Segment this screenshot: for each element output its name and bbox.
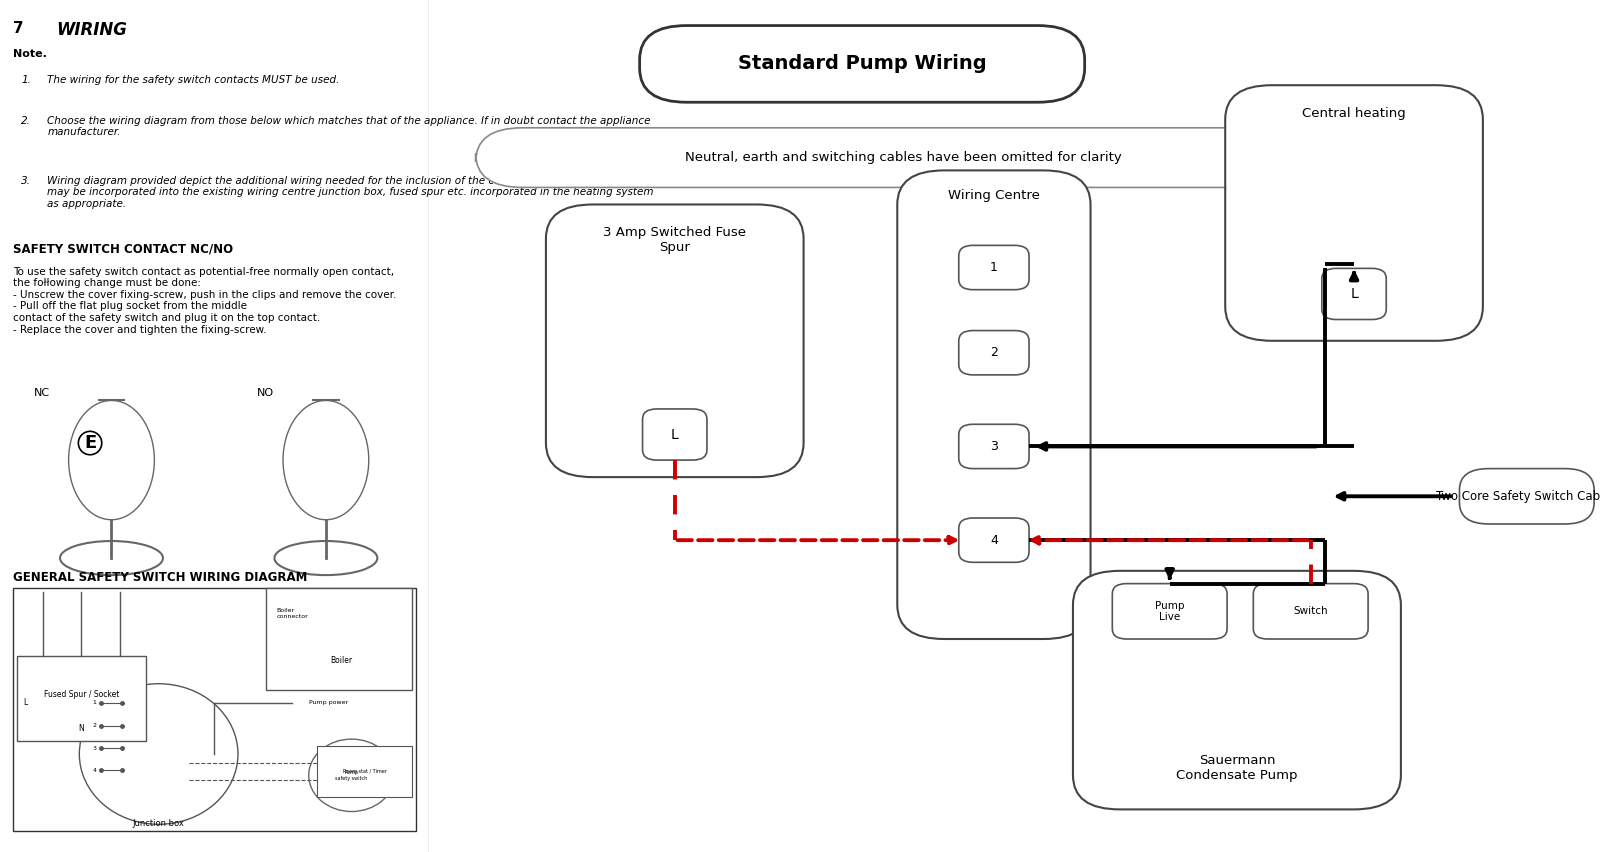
Text: Standard Pump Wiring: Standard Pump Wiring bbox=[738, 55, 987, 73]
Text: Fused Spur / Socket: Fused Spur / Socket bbox=[43, 690, 118, 699]
FancyBboxPatch shape bbox=[18, 656, 146, 741]
Text: Pump power: Pump power bbox=[309, 700, 347, 705]
Text: WIRING: WIRING bbox=[56, 21, 126, 39]
FancyBboxPatch shape bbox=[1074, 571, 1402, 809]
Text: 3: 3 bbox=[990, 440, 998, 453]
Text: Wiring diagram provided depict the additional wiring needed for the inclusion of: Wiring diagram provided depict the addit… bbox=[46, 176, 654, 209]
Text: 1: 1 bbox=[93, 700, 96, 705]
FancyBboxPatch shape bbox=[958, 424, 1029, 469]
Text: GENERAL SAFETY SWITCH WIRING DIAGRAM: GENERAL SAFETY SWITCH WIRING DIAGRAM bbox=[13, 571, 307, 584]
Text: Central heating: Central heating bbox=[1302, 106, 1406, 119]
Text: Wiring Centre: Wiring Centre bbox=[947, 189, 1040, 202]
Text: Two Core Safety Switch Cables: Two Core Safety Switch Cables bbox=[1437, 490, 1600, 503]
Text: N: N bbox=[78, 724, 85, 733]
Text: Pump
safety switch: Pump safety switch bbox=[336, 770, 368, 780]
FancyBboxPatch shape bbox=[640, 26, 1085, 102]
FancyBboxPatch shape bbox=[958, 518, 1029, 562]
Text: Pump
Live: Pump Live bbox=[1155, 601, 1184, 622]
FancyBboxPatch shape bbox=[643, 409, 707, 460]
Text: Note.: Note. bbox=[13, 49, 46, 60]
FancyBboxPatch shape bbox=[1459, 469, 1594, 524]
FancyBboxPatch shape bbox=[13, 588, 416, 831]
Text: To use the safety switch contact as potential-free normally open contact,
the fo: To use the safety switch contact as pote… bbox=[13, 267, 397, 335]
FancyBboxPatch shape bbox=[1322, 268, 1386, 320]
Text: 2.: 2. bbox=[21, 116, 32, 126]
FancyBboxPatch shape bbox=[958, 331, 1029, 375]
FancyBboxPatch shape bbox=[1226, 85, 1483, 341]
Text: 1.: 1. bbox=[21, 75, 32, 85]
Text: L: L bbox=[670, 428, 678, 441]
Text: 4: 4 bbox=[93, 768, 96, 773]
Text: NO: NO bbox=[258, 388, 275, 398]
Text: 1: 1 bbox=[990, 261, 998, 274]
Text: SAFETY SWITCH CONTACT NC/NO: SAFETY SWITCH CONTACT NC/NO bbox=[13, 243, 234, 256]
FancyBboxPatch shape bbox=[546, 204, 803, 477]
Text: Neutral, earth and switching cables have been omitted for clarity: Neutral, earth and switching cables have… bbox=[685, 151, 1122, 164]
FancyBboxPatch shape bbox=[958, 245, 1029, 290]
Text: Sauermann
Condensate Pump: Sauermann Condensate Pump bbox=[1176, 754, 1298, 782]
Text: Choose the wiring diagram from those below which matches that of the appliance. : Choose the wiring diagram from those bel… bbox=[46, 116, 651, 137]
FancyBboxPatch shape bbox=[1253, 584, 1368, 639]
Text: Switch: Switch bbox=[1293, 607, 1328, 616]
Text: 4: 4 bbox=[990, 533, 998, 547]
Text: 2: 2 bbox=[990, 346, 998, 360]
Text: 2: 2 bbox=[93, 723, 96, 728]
Text: E: E bbox=[83, 434, 96, 452]
Text: L: L bbox=[24, 699, 27, 707]
Text: Junction box: Junction box bbox=[133, 819, 184, 828]
FancyBboxPatch shape bbox=[898, 170, 1091, 639]
Text: 3.: 3. bbox=[21, 176, 32, 186]
Text: Room stat / Timer: Room stat / Timer bbox=[342, 769, 387, 774]
Text: 7: 7 bbox=[13, 21, 24, 37]
FancyBboxPatch shape bbox=[1112, 584, 1227, 639]
Text: The wiring for the safety switch contacts MUST be used.: The wiring for the safety switch contact… bbox=[46, 75, 339, 85]
Text: NC: NC bbox=[34, 388, 51, 398]
Text: L: L bbox=[1350, 287, 1358, 301]
FancyBboxPatch shape bbox=[317, 746, 411, 797]
Text: 3 Amp Switched Fuse
Spur: 3 Amp Switched Fuse Spur bbox=[603, 226, 746, 254]
Text: 3: 3 bbox=[93, 746, 96, 751]
FancyBboxPatch shape bbox=[266, 588, 411, 690]
FancyBboxPatch shape bbox=[475, 128, 1331, 187]
Text: Boiler
connector: Boiler connector bbox=[277, 608, 309, 619]
Text: Boiler: Boiler bbox=[330, 656, 352, 665]
